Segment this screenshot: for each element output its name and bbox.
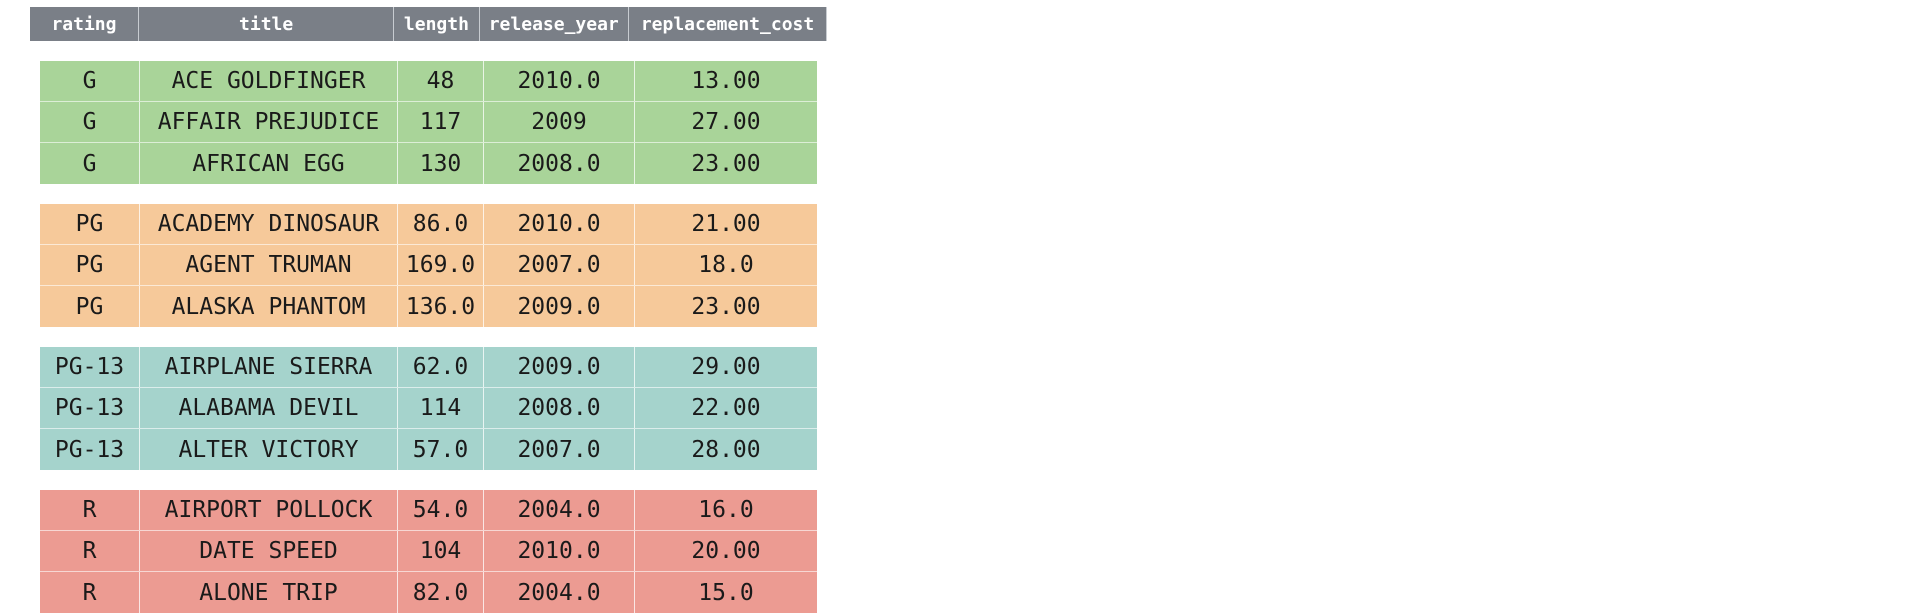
cell-release-year: 2009.0 bbox=[484, 347, 635, 387]
cell-release-year: 2010.0 bbox=[484, 61, 635, 101]
cell-replacement-cost: 20.00 bbox=[691, 538, 761, 564]
cell-title: ALABAMA DEVIL bbox=[140, 388, 398, 428]
cell-rating: R bbox=[40, 572, 140, 613]
cell-length: 117 bbox=[398, 102, 484, 142]
table-header-row: rating title length release_year replace… bbox=[30, 7, 828, 41]
cell-replacement-cost: 29.00 bbox=[691, 354, 761, 380]
cell-replacement-cost: 18.0 bbox=[698, 252, 754, 278]
cell-release-year: 2007.0 bbox=[484, 245, 635, 285]
table-row: G AFRICAN EGG 130 2008.0 23.00 bbox=[40, 143, 817, 184]
table-row: PG ACADEMY DINOSAUR 86.0 2010.0 21.00 bbox=[40, 204, 817, 245]
cell-length: 104 bbox=[398, 531, 484, 571]
cell-replacement-cost: 23.00 bbox=[691, 293, 761, 320]
column-header-replacement-cost: replacement_cost bbox=[629, 7, 828, 41]
cell-rating: PG bbox=[40, 286, 140, 327]
cell-title: ALONE TRIP bbox=[140, 572, 398, 613]
cell-rating: G bbox=[40, 143, 140, 184]
cell-rating: PG-13 bbox=[40, 347, 140, 387]
cell-release-year: 2008.0 bbox=[484, 388, 635, 428]
cell-length: 169.0 bbox=[398, 245, 484, 285]
cell-length: 86.0 bbox=[398, 204, 484, 244]
table-row: G ACE GOLDFINGER 48 2010.0 13.00 bbox=[40, 61, 817, 102]
cell-title: ACADEMY DINOSAUR bbox=[140, 204, 398, 244]
cell-release-year: 2009 bbox=[484, 102, 635, 142]
cell-length: 130 bbox=[398, 143, 484, 184]
column-header-rating: rating bbox=[30, 7, 139, 41]
film-table: rating title length release_year replace… bbox=[30, 7, 828, 613]
cell-replacement-cost: 28.00 bbox=[691, 436, 761, 463]
cell-rating: G bbox=[40, 61, 140, 101]
cell-rating: PG bbox=[40, 204, 140, 244]
table-row: R AIRPORT POLLOCK 54.0 2004.0 16.0 bbox=[40, 490, 817, 531]
cell-length: 62.0 bbox=[398, 347, 484, 387]
cell-rating: PG-13 bbox=[40, 429, 140, 470]
cell-release-year: 2004.0 bbox=[484, 572, 635, 613]
cell-rating: PG bbox=[40, 245, 140, 285]
cell-release-year: 2010.0 bbox=[484, 531, 635, 571]
cell-length: 136.0 bbox=[398, 286, 484, 327]
cell-length: 82.0 bbox=[398, 572, 484, 613]
column-header-length: length bbox=[394, 7, 480, 41]
table-row: R DATE SPEED 104 2010.0 20.00 bbox=[40, 531, 817, 572]
cell-release-year: 2010.0 bbox=[484, 204, 635, 244]
rating-group-r: R AIRPORT POLLOCK 54.0 2004.0 16.0 R DAT… bbox=[40, 490, 817, 613]
cell-replacement-cost: 21.00 bbox=[691, 211, 761, 237]
rating-group-pg-13: PG-13 AIRPLANE SIERRA 62.0 2009.0 29.00 … bbox=[40, 347, 817, 470]
cell-rating: R bbox=[40, 531, 140, 571]
cell-length: 57.0 bbox=[398, 429, 484, 470]
cell-replacement-cost: 27.00 bbox=[691, 109, 761, 135]
cell-release-year: 2008.0 bbox=[484, 143, 635, 184]
cell-replacement-cost: 16.0 bbox=[698, 497, 754, 523]
cell-replacement-cost: 22.00 bbox=[691, 395, 761, 421]
cell-release-year: 2009.0 bbox=[484, 286, 635, 327]
column-header-title: title bbox=[139, 7, 395, 41]
cell-rating: PG-13 bbox=[40, 388, 140, 428]
cell-replacement-cost: 13.00 bbox=[691, 68, 761, 94]
cell-length: 54.0 bbox=[398, 490, 484, 530]
cell-title: ALTER VICTORY bbox=[140, 429, 398, 470]
table-row: PG-13 ALABAMA DEVIL 114 2008.0 22.00 bbox=[40, 388, 817, 429]
cell-title: AIRPORT POLLOCK bbox=[140, 490, 398, 530]
cell-release-year: 2007.0 bbox=[484, 429, 635, 470]
table-row: G AFFAIR PREJUDICE 117 2009 27.00 bbox=[40, 102, 817, 143]
cell-title: ACE GOLDFINGER bbox=[140, 61, 398, 101]
rating-group-pg: PG ACADEMY DINOSAUR 86.0 2010.0 21.00 PG… bbox=[40, 204, 817, 327]
table-row: PG-13 AIRPLANE SIERRA 62.0 2009.0 29.00 bbox=[40, 347, 817, 388]
cell-replacement-cost: 23.00 bbox=[691, 150, 761, 177]
cell-replacement-cost: 15.0 bbox=[698, 579, 754, 606]
table-row: PG-13 ALTER VICTORY 57.0 2007.0 28.00 bbox=[40, 429, 817, 470]
cell-title: ALASKA PHANTOM bbox=[140, 286, 398, 327]
table-row: R ALONE TRIP 82.0 2004.0 15.0 bbox=[40, 572, 817, 613]
cell-title: AFRICAN EGG bbox=[140, 143, 398, 184]
cell-rating: G bbox=[40, 102, 140, 142]
cell-title: AFFAIR PREJUDICE bbox=[140, 102, 398, 142]
cell-length: 114 bbox=[398, 388, 484, 428]
table-row: PG AGENT TRUMAN 169.0 2007.0 18.0 bbox=[40, 245, 817, 286]
cell-release-year: 2004.0 bbox=[484, 490, 635, 530]
cell-title: AIRPLANE SIERRA bbox=[140, 347, 398, 387]
rating-group-g: G ACE GOLDFINGER 48 2010.0 13.00 G AFFAI… bbox=[40, 61, 817, 184]
table-row: PG ALASKA PHANTOM 136.0 2009.0 23.00 bbox=[40, 286, 817, 327]
cell-length: 48 bbox=[398, 61, 484, 101]
cell-title: DATE SPEED bbox=[140, 531, 398, 571]
cell-title: AGENT TRUMAN bbox=[140, 245, 398, 285]
cell-rating: R bbox=[40, 490, 140, 530]
column-header-release-year: release_year bbox=[480, 7, 629, 41]
